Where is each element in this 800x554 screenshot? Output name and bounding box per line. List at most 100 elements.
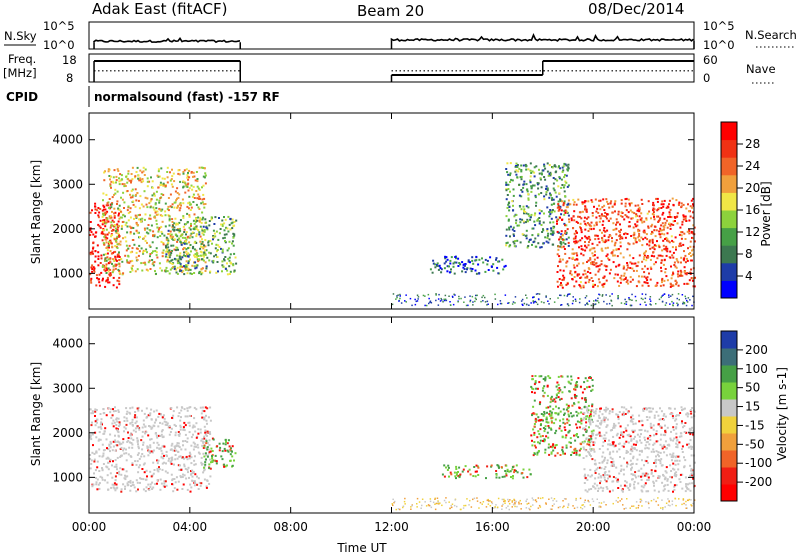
ground-cell [536,303,539,306]
echo-cell [618,442,621,445]
echo-cell [626,461,629,464]
echo-cell [600,421,603,424]
echo-cell [561,258,564,261]
echo-cell [156,174,159,177]
echo-cell [646,430,649,433]
echo-cell [115,230,118,232]
echo-cell [672,204,675,207]
echo-cell [642,258,645,261]
echo-cell [209,406,212,409]
echo-cell [106,202,109,205]
echo-cell [197,187,200,190]
echo-cell [530,434,533,437]
echo-cell [106,278,109,281]
echo-cell [535,387,538,390]
echo-cell [584,200,587,203]
echo-cell [183,465,186,468]
echo-cell [185,185,188,188]
echo-cell [106,256,109,259]
echo-cell [620,489,623,492]
echo-cell [611,205,614,208]
echo-cell [689,464,692,467]
ground-cell [539,506,542,508]
echo-cell [195,252,198,255]
echo-cell [96,466,99,469]
echo-cell [563,176,566,179]
echo-cell [166,171,169,173]
echo-cell [116,247,119,249]
echo-cell [512,226,515,229]
echo-cell [130,455,133,458]
echo-cell [182,216,185,219]
echo-cell [657,475,660,478]
echo-cell [622,265,625,268]
echo-cell [586,443,589,446]
echo-cell [593,441,596,444]
echo-cell [136,425,139,428]
echo-cell [675,484,678,487]
echo-cell [89,273,92,276]
echo-cell [131,194,134,197]
ground-cell [574,298,577,301]
echo-cell [526,190,529,193]
echo-cell [661,481,664,484]
echo-cell [98,281,101,284]
echo-cell [556,388,559,391]
echo-cell [647,490,650,493]
echo-cell [118,177,120,180]
echo-cell [550,428,553,431]
echo-cell [536,436,539,439]
echo-cell [98,211,101,214]
echo-cell [638,450,641,453]
echo-cell [666,205,669,208]
echo-cell [178,446,181,449]
echo-cell [111,234,114,237]
echo-cell [586,217,588,220]
echo-cell [571,451,574,454]
ground-cell [417,298,419,300]
echo-cell [549,213,552,216]
ground-cell [486,304,488,306]
echo-cell [129,232,132,235]
echo-cell [624,232,627,235]
echo-cell [610,464,613,467]
echo-cell [454,256,457,258]
echo-cell [166,259,169,262]
echo-cell [172,449,175,452]
echo-cell [103,243,106,246]
echo-cell [693,410,696,413]
ground-cell [443,299,446,302]
echo-cell [92,252,94,255]
echo-cell [118,271,121,274]
echo-cell [125,413,128,415]
echo-cell [585,208,588,211]
echo-cell [89,227,92,230]
echo-cell [555,444,558,446]
echo-cell [171,249,173,252]
echo-cell [519,218,522,221]
echo-cell [547,425,550,427]
echo-cell [156,482,158,485]
ground-cell [609,295,611,297]
echo-cell [649,422,652,425]
ground-cell [566,295,568,297]
ground-cell [499,300,502,302]
echo-cell [653,244,656,247]
echo-cell [669,464,672,467]
echo-cell [662,228,665,231]
echo-cell [193,406,196,409]
ground-cell [555,500,558,502]
echo-cell [675,442,678,445]
echo-cell [573,393,576,396]
echo-cell [129,260,132,263]
echo-cell [561,166,564,169]
echo-cell [597,414,600,417]
echo-cell [584,207,587,210]
ground-cell [398,300,400,302]
echo-cell [675,455,678,458]
echo-cell [683,232,686,235]
echo-cell [664,484,667,487]
echo-cell [592,227,595,230]
echo-cell [137,445,140,448]
ground-cell [429,300,432,302]
